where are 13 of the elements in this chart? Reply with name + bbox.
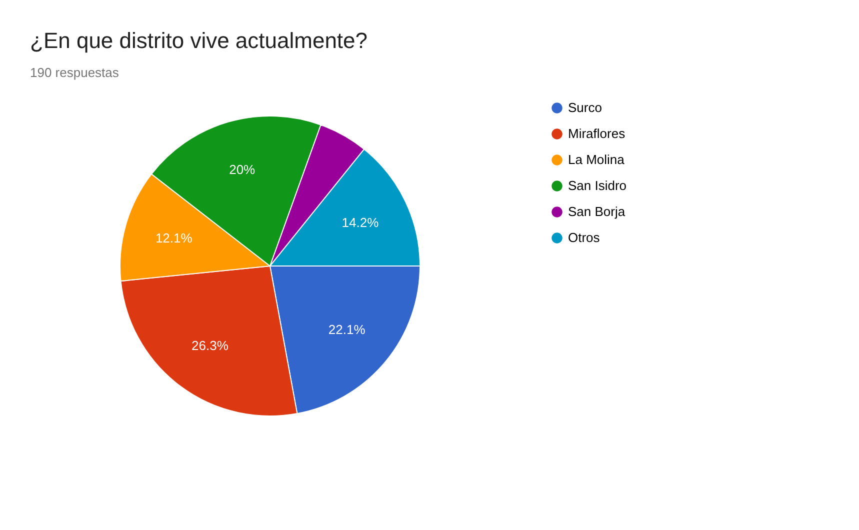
data-label: 22.1% (328, 322, 366, 337)
legend-label: San Borja (568, 204, 626, 219)
chart-subtitle: 190 respuestas (30, 65, 120, 80)
legend-label: San Isidro (568, 178, 627, 193)
legend-label: Otros (568, 230, 600, 245)
legend-label: La Molina (568, 152, 626, 167)
chart-title: ¿En que distrito vive actualmente? (30, 28, 368, 53)
data-label: 20% (229, 162, 256, 177)
legend-label: Surco (568, 100, 602, 115)
legend-label: Miraflores (568, 126, 626, 141)
data-label: 12.1% (155, 230, 193, 246)
data-label: 26.3% (192, 338, 229, 353)
data-label: 14.2% (342, 214, 380, 230)
